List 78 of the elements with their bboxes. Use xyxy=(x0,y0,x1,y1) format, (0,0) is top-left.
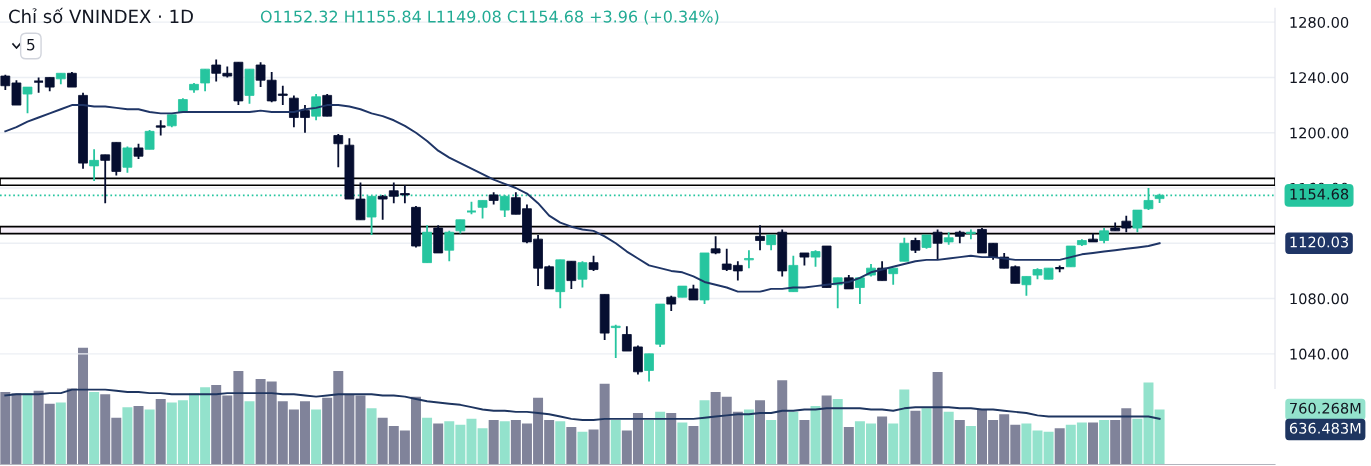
bar xyxy=(777,380,788,465)
y-tick-label: 1200.00 xyxy=(1290,127,1349,139)
candlestick xyxy=(22,86,33,115)
bar xyxy=(921,408,932,465)
bar xyxy=(743,409,754,465)
candlestick xyxy=(33,76,45,94)
candlestick xyxy=(755,224,765,252)
bar xyxy=(55,402,66,465)
bar xyxy=(699,400,710,465)
y-tick-label: 1280.00 xyxy=(1290,16,1349,28)
bar xyxy=(22,393,33,465)
bar xyxy=(688,425,699,465)
chart-title: Chỉ số VNINDEX · 1D xyxy=(9,7,193,24)
bar xyxy=(477,428,488,465)
candlestick xyxy=(855,276,865,305)
bar xyxy=(1154,409,1165,465)
bar xyxy=(566,427,577,465)
candlestick xyxy=(966,228,976,241)
bar xyxy=(555,421,566,465)
bar xyxy=(832,398,843,465)
bar xyxy=(610,420,621,465)
candlestick xyxy=(311,93,321,122)
bar xyxy=(144,409,155,465)
bar xyxy=(799,420,810,465)
bar xyxy=(943,411,954,465)
candlestick xyxy=(899,236,910,263)
candlestick xyxy=(122,145,133,174)
bar xyxy=(821,395,832,465)
bar xyxy=(488,420,499,465)
candlestick xyxy=(200,68,210,93)
y-tick-label: 1240.00 xyxy=(1290,72,1349,84)
candlestick xyxy=(932,228,943,261)
bar xyxy=(89,391,100,465)
bar xyxy=(954,420,965,465)
bar xyxy=(843,427,854,465)
candlestick xyxy=(577,260,588,289)
text: 760.268M xyxy=(1290,402,1361,414)
bar xyxy=(766,420,777,465)
bar xyxy=(677,422,688,465)
bar xyxy=(133,406,144,465)
candlestick xyxy=(1021,275,1032,297)
bar xyxy=(666,413,677,465)
bar xyxy=(965,425,976,465)
candlestick xyxy=(1132,209,1143,234)
candlestick xyxy=(610,323,621,359)
bar xyxy=(1099,420,1110,465)
annotation: 5 xyxy=(27,39,35,51)
bar xyxy=(810,406,821,465)
candlestick xyxy=(566,260,577,290)
bar xyxy=(366,408,377,465)
candlestick xyxy=(444,229,455,263)
candlestick xyxy=(744,249,754,270)
bar xyxy=(155,398,166,465)
candlestick xyxy=(333,133,344,169)
bar xyxy=(755,400,766,465)
candlestick xyxy=(144,129,155,151)
chart-subtitle: O1152.32 H1155.84 L1149.08 C1154.68 +3.96 (+0.34%) xyxy=(260,10,719,25)
bar xyxy=(1087,422,1098,465)
candlestick xyxy=(89,148,99,182)
text: 1120.03 xyxy=(1290,236,1349,248)
text: 636.483M xyxy=(1289,422,1361,434)
bar xyxy=(788,411,799,465)
candlestick xyxy=(644,352,654,383)
y-tick-label: 1080.00 xyxy=(1290,293,1349,305)
y-tick-label: 1040.00 xyxy=(1290,348,1349,360)
bar xyxy=(577,431,588,465)
bar xyxy=(122,407,133,465)
bar xyxy=(877,416,888,465)
bar xyxy=(422,417,433,465)
bar xyxy=(910,410,921,465)
bar xyxy=(1054,428,1065,465)
bar xyxy=(499,421,510,465)
bar xyxy=(433,423,444,465)
ref-line-label: 1154.68 xyxy=(1290,188,1349,200)
bar xyxy=(932,372,943,465)
bar xyxy=(244,401,255,465)
bar xyxy=(1043,431,1054,465)
bar xyxy=(311,409,322,465)
